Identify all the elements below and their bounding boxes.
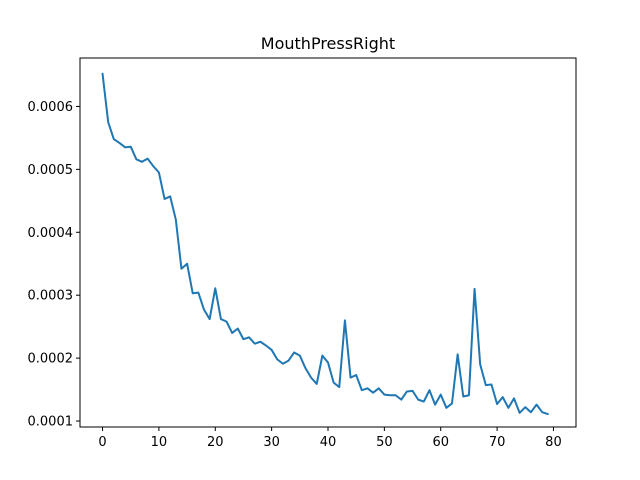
x-axis-ticks: 0 10 20 30 40 50 60 70 80	[98, 427, 562, 450]
y-tick-label: 0.0006	[28, 100, 74, 115]
y-tick-label: 0.0001	[28, 415, 74, 430]
x-tick-label: 80	[545, 435, 562, 450]
y-tick-label: 0.0004	[28, 226, 74, 241]
x-tick-label: 60	[432, 435, 449, 450]
y-tick-label: 0.0003	[28, 289, 74, 304]
plot-frame	[79, 57, 577, 428]
y-axis-ticks: 0.0001 0.0002 0.0003 0.0004 0.0005 0.0006	[28, 100, 80, 430]
x-tick-label: 50	[376, 435, 393, 450]
x-tick-label: 30	[263, 435, 280, 450]
chart-title: MouthPressRight	[261, 34, 395, 53]
y-tick-label: 0.0005	[28, 163, 74, 178]
series-line	[101, 72, 549, 416]
x-tick-label: 10	[151, 435, 168, 450]
x-tick-label: 20	[207, 435, 224, 450]
x-tick-label: 40	[320, 435, 337, 450]
y-tick-label: 0.0002	[28, 352, 74, 367]
x-tick-label: 70	[489, 435, 506, 450]
series-group	[101, 72, 549, 416]
x-tick-label: 0	[98, 435, 106, 450]
